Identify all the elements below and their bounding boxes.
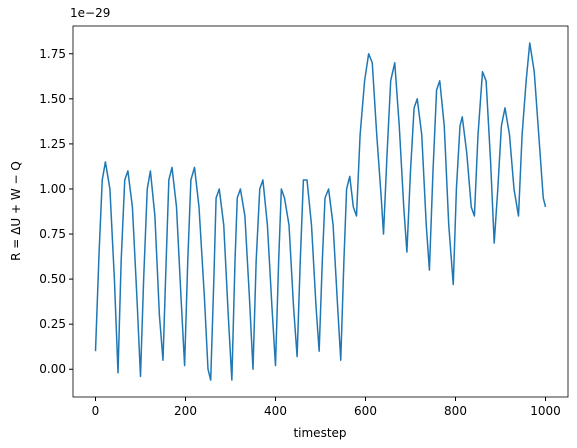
offset-text: 1e−29	[70, 6, 110, 20]
axes-frame	[72, 25, 569, 398]
y-tick-label: 0.75	[39, 227, 66, 241]
y-tick-label: 1.00	[39, 182, 66, 196]
x-tick-label: 0	[92, 404, 100, 418]
y-tick-label: 0.25	[39, 317, 66, 331]
x-tick-label: 200	[174, 404, 197, 418]
y-axis-label: R = ΔU + W − Q	[9, 161, 23, 261]
y-tick-label: 1.50	[39, 92, 66, 106]
x-tick-label: 600	[354, 404, 377, 418]
x-axis-label: timestep	[293, 426, 346, 440]
data-line	[94, 42, 547, 381]
y-tick-label: 0.00	[39, 362, 66, 376]
x-tick-label: 800	[444, 404, 467, 418]
y-tick-label: 1.75	[39, 47, 66, 61]
x-tick-label: 400	[264, 404, 287, 418]
y-tick-label: 1.25	[39, 137, 66, 151]
y-tick-label: 0.50	[39, 272, 66, 286]
x-tick-label: 1000	[530, 404, 561, 418]
